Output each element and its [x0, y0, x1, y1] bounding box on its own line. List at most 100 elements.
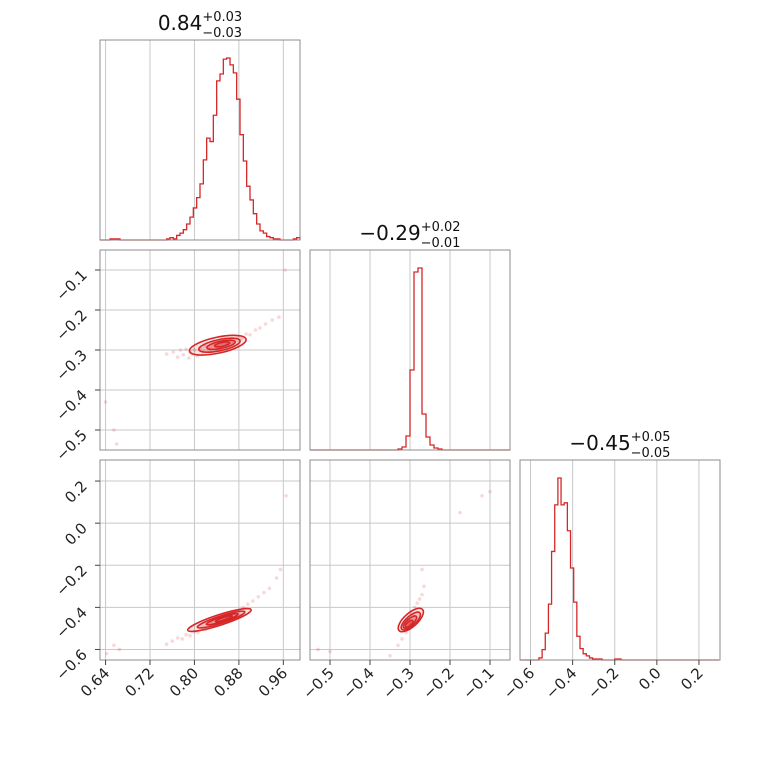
density-contour: [404, 619, 414, 629]
scatter-point: [258, 326, 262, 330]
histogram-step-0: [100, 57, 301, 241]
panel-title-1: −0.29+0.02 −0.01: [359, 220, 460, 251]
scatter-point: [420, 567, 424, 572]
scatter-point: [112, 428, 116, 432]
y-tick-label: −0.4: [52, 603, 90, 641]
scatter-point: [181, 353, 186, 357]
x-tick-label: −0.2: [584, 664, 622, 702]
title-0-base: 0.84: [158, 11, 203, 35]
scatter-point: [488, 489, 492, 494]
scatter-point: [396, 643, 400, 648]
panel-hist-2: [519, 459, 721, 661]
y-tick-label: −0.3: [52, 346, 90, 384]
scatter-point: [283, 268, 287, 272]
scatter-point: [262, 590, 266, 595]
scatter-point: [253, 328, 258, 332]
scatter-point: [178, 348, 183, 352]
title-1-plus: +0.02: [421, 220, 461, 235]
scatter-point: [239, 337, 244, 341]
scatter-point: [274, 576, 279, 580]
scatter-point: [175, 355, 180, 359]
scatter-point: [278, 567, 283, 572]
scatter-point: [171, 350, 176, 354]
scatter-point: [112, 643, 116, 648]
scatter-point: [188, 633, 192, 638]
density-contour: [196, 610, 246, 629]
y-tick-label: 0.0: [61, 519, 91, 549]
scatter-point: [284, 493, 288, 498]
title-2-minus: −0.05: [631, 446, 671, 461]
scatter-point: [184, 632, 188, 637]
x-tick-label: −0.5: [299, 664, 337, 702]
scatter-point: [267, 586, 272, 591]
scatter-point: [170, 639, 175, 643]
x-tick-label: −0.4: [542, 664, 580, 702]
scatter-point: [420, 592, 424, 597]
x-tick-label: 0.96: [255, 664, 291, 700]
y-tick-label: −0.1: [52, 266, 90, 304]
histogram-step-2: [520, 477, 719, 661]
panel-pair-0-1: [99, 249, 301, 451]
x-tick-label: 0.2: [677, 664, 707, 694]
panel-pair-0-2: [99, 459, 301, 661]
scatter-point: [458, 510, 462, 515]
x-tick-label: −0.2: [419, 664, 457, 702]
title-2-base: −0.45: [569, 431, 630, 455]
scatter-point: [187, 356, 191, 360]
panel-frame: [519, 459, 721, 661]
x-tick-label: −0.1: [459, 664, 497, 702]
panel-frame: [99, 39, 301, 241]
panel-hist-1: [309, 249, 511, 451]
density-contour: [213, 341, 231, 348]
panel-pair-1-2: [309, 459, 511, 661]
scatter-point: [114, 442, 119, 446]
scatter-point: [117, 647, 122, 652]
title-2-plus: +0.05: [631, 430, 671, 445]
scatter-point: [263, 322, 268, 326]
scatter-point: [175, 636, 180, 640]
x-tick-label: 0.64: [77, 664, 113, 700]
scatter-point: [164, 352, 169, 356]
scatter-point: [250, 599, 255, 603]
scatter-point: [244, 332, 248, 336]
y-tick-label: 0.2: [61, 477, 91, 507]
scatter-point: [422, 584, 426, 589]
scatter-point: [400, 637, 404, 641]
scatter-point: [256, 595, 261, 599]
scatter-point: [184, 347, 188, 351]
scatter-point: [316, 647, 320, 652]
panel-frame: [309, 249, 511, 451]
y-tick-label: −0.2: [52, 561, 90, 599]
scatter-point: [180, 637, 185, 641]
scatter-point: [328, 649, 332, 654]
density-contour: [214, 614, 234, 623]
x-tick-label: −0.6: [500, 664, 538, 702]
panel-hist-0: [99, 39, 301, 241]
scatter-point: [480, 493, 484, 498]
scatter-point: [164, 642, 169, 647]
panel-title-0: 0.84+0.03 −0.03: [158, 10, 242, 41]
x-tick-label: −0.3: [379, 664, 417, 702]
x-tick-label: 0.88: [210, 664, 246, 700]
x-tick-label: 0.80: [166, 664, 202, 700]
title-1-minus: −0.01: [421, 236, 461, 251]
scatter-point: [277, 315, 281, 319]
scatter-point: [248, 333, 252, 337]
y-tick-label: −0.6: [52, 646, 90, 684]
scatter-point: [245, 602, 250, 607]
y-tick-label: −0.4: [52, 386, 90, 424]
x-tick-label: −0.4: [339, 664, 377, 702]
axis-tick-labels: 0.64 0.72 0.80 0.88 0.96 −0.5 −0.4 −0.3 −0.2 −0.1…: [52, 266, 706, 702]
panel-title-2: −0.45+0.05 −0.05: [569, 430, 670, 461]
scatter-point: [270, 318, 275, 322]
scatter-point: [103, 400, 108, 404]
scatter-point: [192, 348, 197, 352]
x-tick-label: 0.72: [121, 664, 157, 700]
scatter-point: [417, 597, 422, 601]
scatter-point: [415, 601, 419, 605]
y-tick-label: −0.2: [52, 306, 90, 344]
title-0-plus: +0.03: [202, 10, 242, 25]
title-0-minus: −0.03: [202, 26, 242, 41]
y-tick-label: −0.5: [52, 426, 90, 464]
